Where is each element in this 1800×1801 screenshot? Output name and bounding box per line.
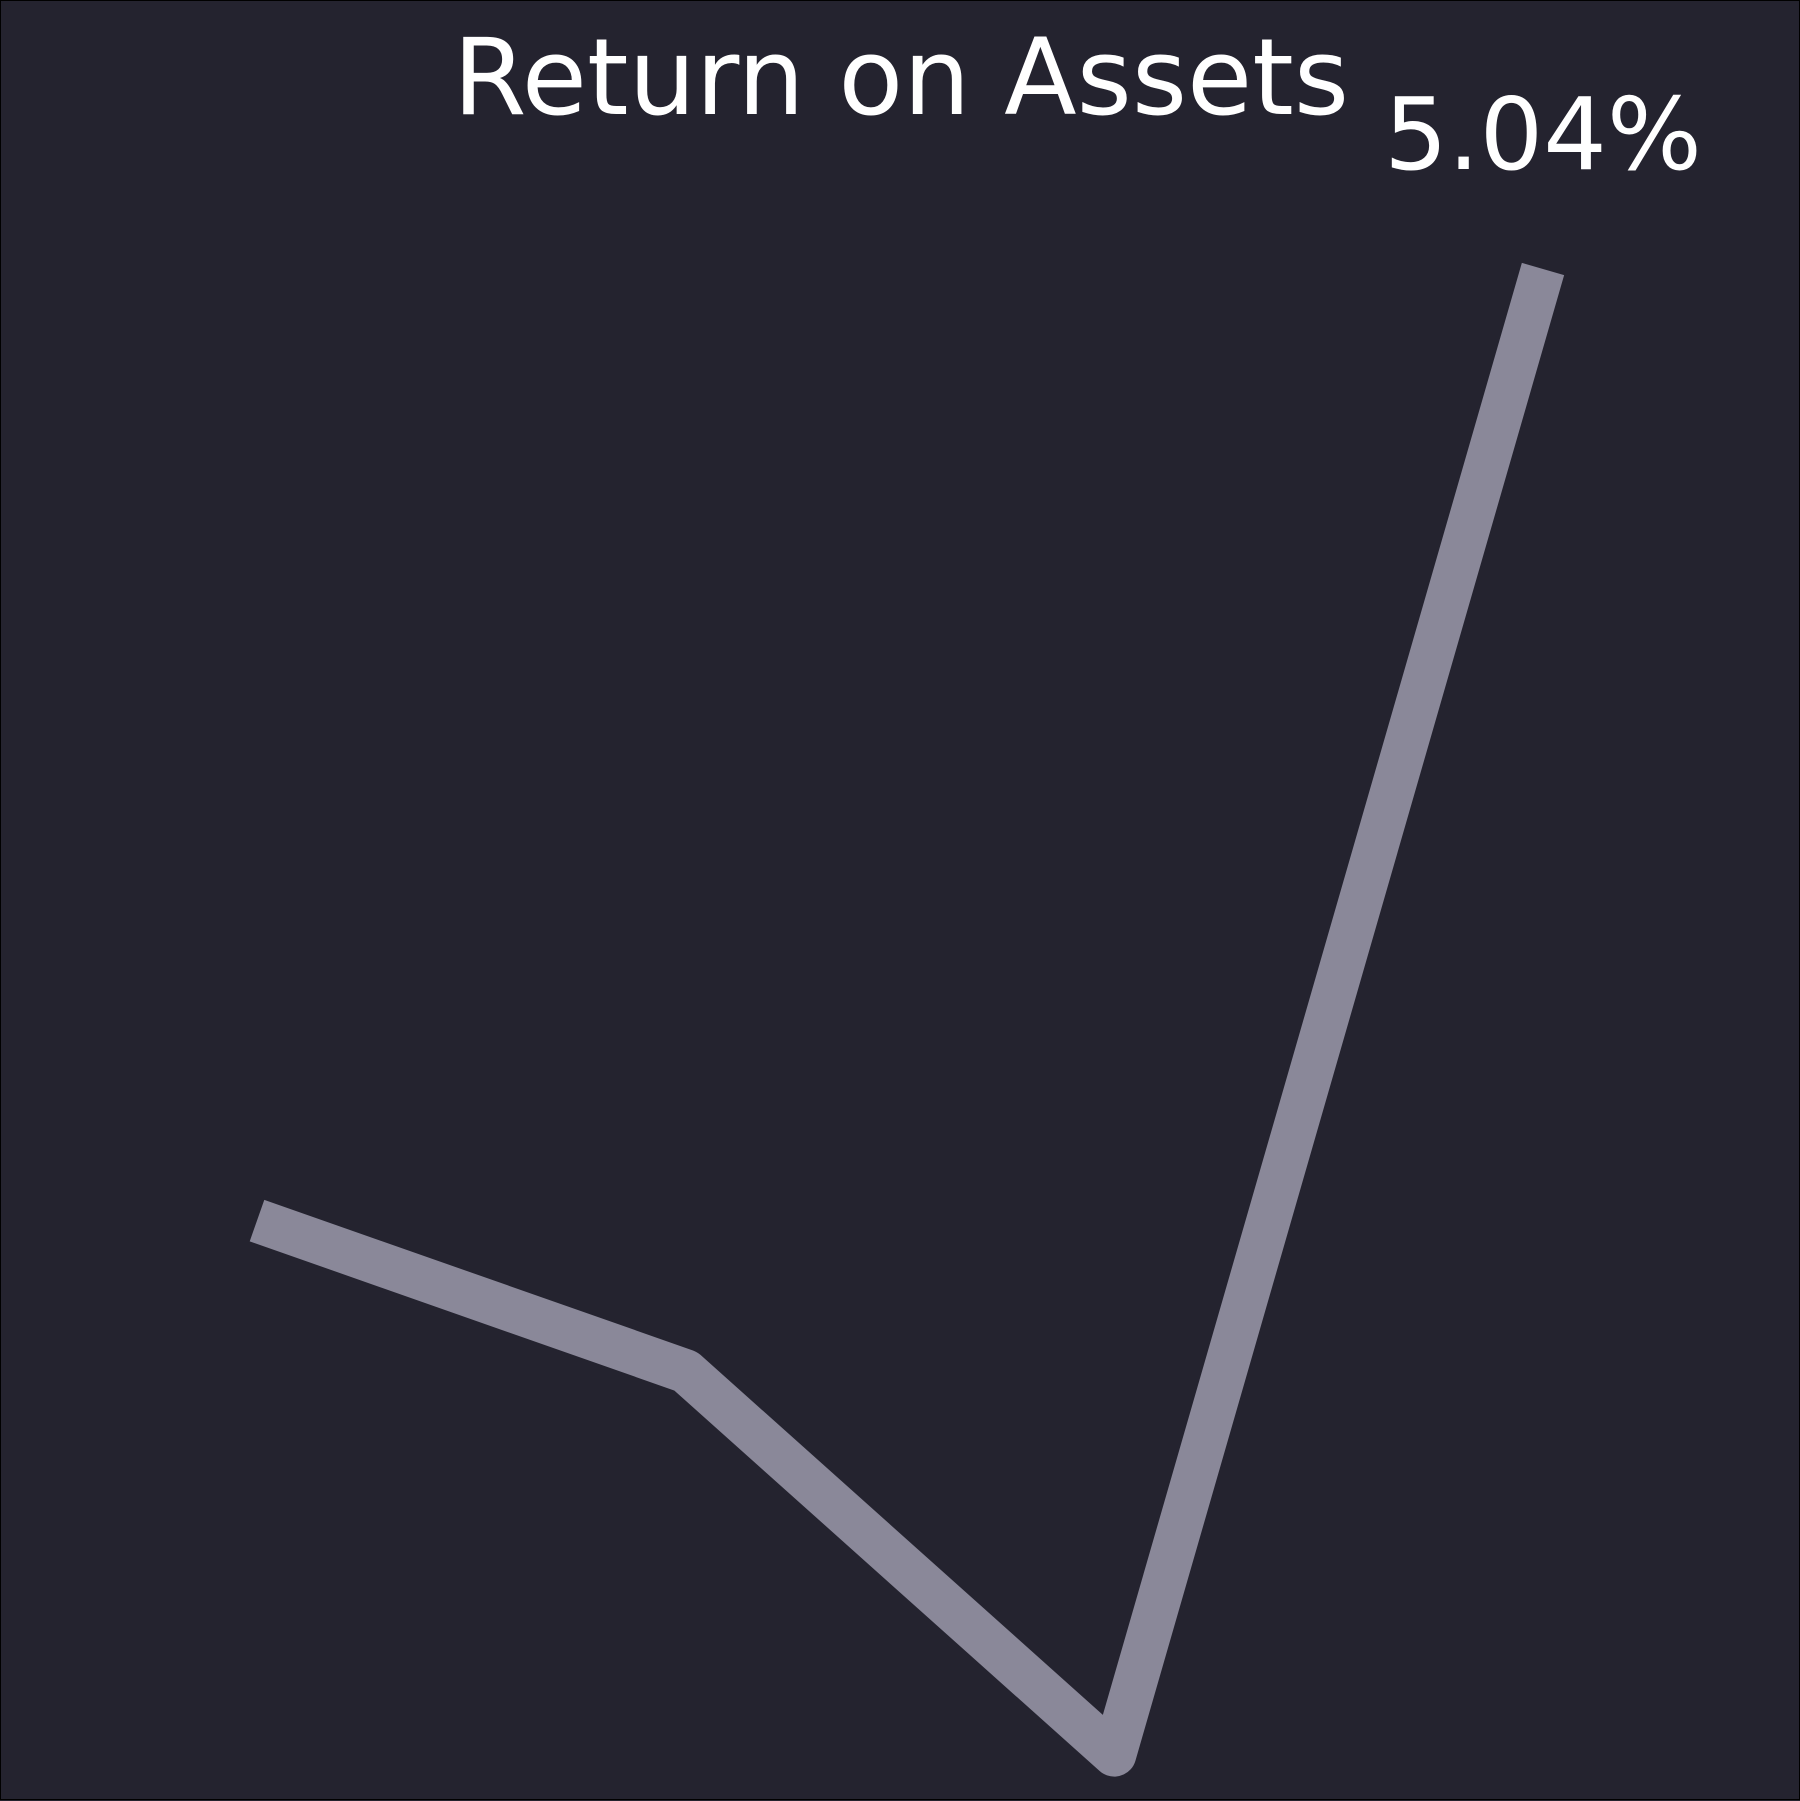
chart-title: Return on Assets xyxy=(453,16,1349,139)
plot-area: 5.04% xyxy=(249,76,1702,1777)
data-label-0: 5.04% xyxy=(1384,76,1702,193)
series-line-0 xyxy=(249,262,1565,1777)
